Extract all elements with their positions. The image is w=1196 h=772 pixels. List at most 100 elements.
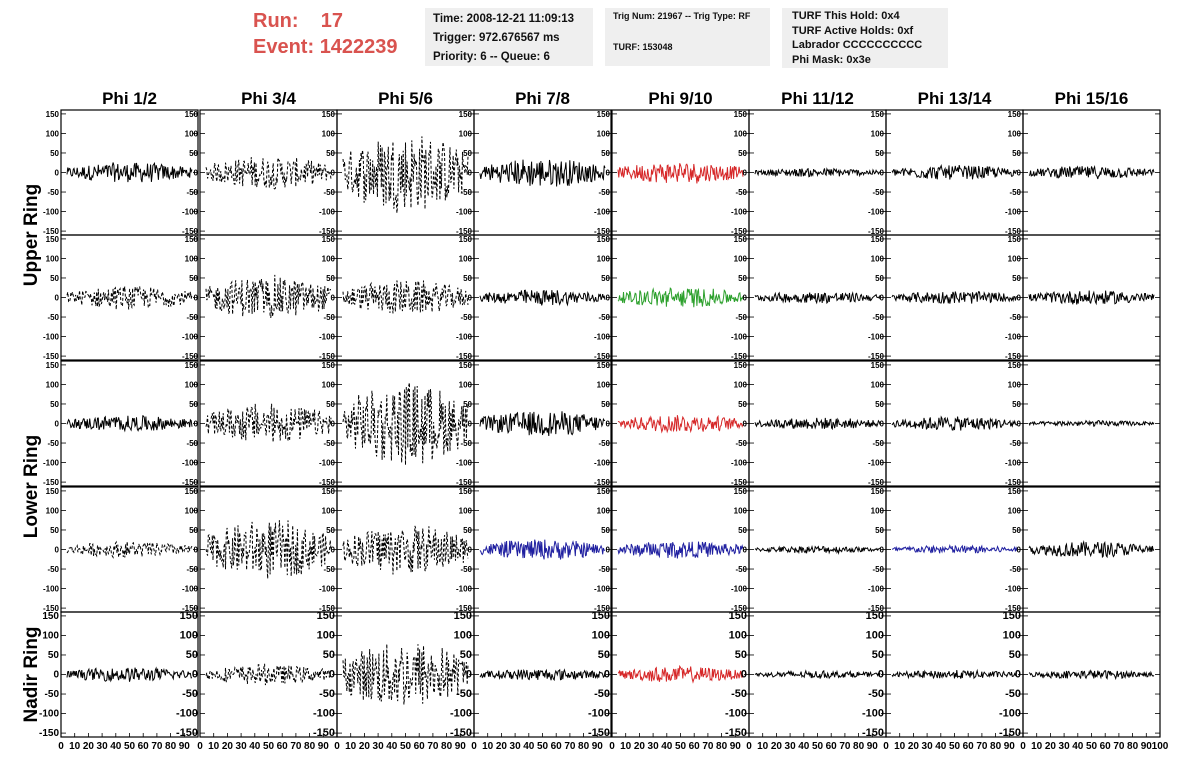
x-tick-label: 10 xyxy=(208,741,220,752)
x-tick-label: 10 xyxy=(1031,741,1043,752)
y-tick-label: 50 xyxy=(463,149,472,158)
y-tick-label: 0 xyxy=(743,420,748,429)
x-tick-label: 0 xyxy=(609,741,615,752)
waveform-r2-c2 xyxy=(205,274,331,319)
x-tick-label: 20 xyxy=(83,741,95,752)
y-tick-label: 0 xyxy=(468,169,473,178)
y-tick-label: 150 xyxy=(322,361,336,370)
y-tick-label: -100 xyxy=(862,708,884,720)
y-tick-label: -50 xyxy=(460,313,472,322)
waveform-r3-c7 xyxy=(891,415,1018,431)
x-tick-label: 80 xyxy=(990,741,1002,752)
turf-active-text: TURF Active Holds: 0xf xyxy=(792,24,914,37)
y-tick-label: 150 xyxy=(1008,110,1022,119)
x-tick-label: 20 xyxy=(908,741,920,752)
y-tick-label: 50 xyxy=(189,526,198,535)
x-tick-label: 30 xyxy=(373,741,385,752)
y-tick-label: -50 xyxy=(319,688,335,700)
y-tick-label: 0 xyxy=(329,669,335,681)
y-tick-label: -50 xyxy=(47,565,59,574)
y-tick-label: 150 xyxy=(871,235,885,244)
y-tick-label: -150 xyxy=(1005,478,1022,487)
y-tick-label: 0 xyxy=(194,169,199,178)
waveform-r2-c3 xyxy=(342,280,469,314)
y-tick-label: -150 xyxy=(588,727,610,739)
y-tick-label: 0 xyxy=(743,546,748,555)
y-tick-label: 50 xyxy=(1012,400,1021,409)
x-tick-label: 80 xyxy=(853,741,865,752)
y-tick-label: 150 xyxy=(866,610,884,622)
y-tick-label: 50 xyxy=(738,274,747,283)
y-tick-label: -50 xyxy=(460,188,472,197)
column-header-6: Phi 11/12 xyxy=(781,89,854,108)
x-tick-label: 90 xyxy=(592,741,604,752)
y-tick-label: 100 xyxy=(871,129,885,138)
y-tick-label: 0 xyxy=(468,294,473,303)
y-tick-label: -150 xyxy=(725,727,747,739)
y-tick-label: -50 xyxy=(735,188,747,197)
y-tick-label: -50 xyxy=(186,188,198,197)
y-tick-label: -50 xyxy=(735,439,747,448)
y-tick-label: -50 xyxy=(598,565,610,574)
y-tick-label: -50 xyxy=(735,565,747,574)
x-tick-label: 60 xyxy=(414,741,426,752)
event-value: 1422239 xyxy=(319,36,398,58)
y-tick-label: -100 xyxy=(594,333,611,342)
y-tick-label: -100 xyxy=(182,459,199,468)
waveform-r1-c2 xyxy=(205,157,332,190)
y-tick-label: -100 xyxy=(1005,333,1022,342)
waveform-r1-c7 xyxy=(891,163,1018,180)
y-tick-label: 50 xyxy=(48,650,60,661)
y-tick-label: -100 xyxy=(594,459,611,468)
x-tick-label: 60 xyxy=(551,741,563,752)
waveform-r2-c1 xyxy=(66,286,193,310)
x-tick-label: 40 xyxy=(1072,741,1084,752)
panel-frame-r4-c2 xyxy=(199,486,338,613)
y-tick-label: 50 xyxy=(1012,274,1021,283)
y-tick-label: -150 xyxy=(182,352,199,361)
y-tick-label: -50 xyxy=(872,188,884,197)
waveform-r5-c5 xyxy=(617,664,744,684)
waveform-r4-c6 xyxy=(754,545,881,555)
phi-mask-text: Phi Mask: 0x3e xyxy=(792,53,871,66)
y-tick-label: -100 xyxy=(176,708,198,720)
y-tick-label: 0 xyxy=(53,670,59,681)
y-tick-label: 0 xyxy=(194,294,199,303)
y-tick-label: 150 xyxy=(46,110,60,119)
x-tick-label: 70 xyxy=(1113,741,1125,752)
waveform-r3-c3 xyxy=(342,382,469,466)
y-tick-label: -50 xyxy=(460,565,472,574)
x-tick-label: 20 xyxy=(1045,741,1057,752)
turf-text: TURF: 153048 xyxy=(613,42,673,52)
waveform-r5-c8 xyxy=(1028,669,1155,681)
y-tick-label: 150 xyxy=(597,487,611,496)
y-tick-label: 150 xyxy=(459,487,473,496)
x-tick-label: 20 xyxy=(496,741,508,752)
y-tick-label: -100 xyxy=(594,208,611,217)
x-tick-label: 0 xyxy=(197,741,203,752)
y-tick-label: -150 xyxy=(182,478,199,487)
y-tick-label: 0 xyxy=(606,546,611,555)
y-tick-label: -100 xyxy=(868,333,885,342)
run-label: Run: xyxy=(253,10,299,32)
waveform-r1-c8 xyxy=(1028,165,1155,180)
x-tick-label: 10 xyxy=(620,741,632,752)
x-tick-label: 30 xyxy=(236,741,248,752)
y-tick-label: 100 xyxy=(459,254,473,263)
x-tick-label: 50 xyxy=(124,741,136,752)
x-tick-label: 50 xyxy=(812,741,824,752)
y-tick-label: 50 xyxy=(460,649,472,661)
y-tick-label: -100 xyxy=(1005,459,1022,468)
x-tick-label: 70 xyxy=(290,741,302,752)
waveform-r5-c3 xyxy=(342,643,469,705)
y-tick-label: -100 xyxy=(999,708,1021,720)
y-tick-label: -150 xyxy=(868,478,885,487)
y-tick-label: 100 xyxy=(185,506,199,515)
x-tick-label: 70 xyxy=(564,741,576,752)
y-tick-label: 50 xyxy=(50,149,59,158)
y-tick-label: -50 xyxy=(872,439,884,448)
x-tick-label: 90 xyxy=(318,741,330,752)
y-tick-label: 50 xyxy=(601,149,610,158)
x-tick-label: 0 xyxy=(471,741,477,752)
column-header-4: Phi 7/8 xyxy=(515,89,570,108)
